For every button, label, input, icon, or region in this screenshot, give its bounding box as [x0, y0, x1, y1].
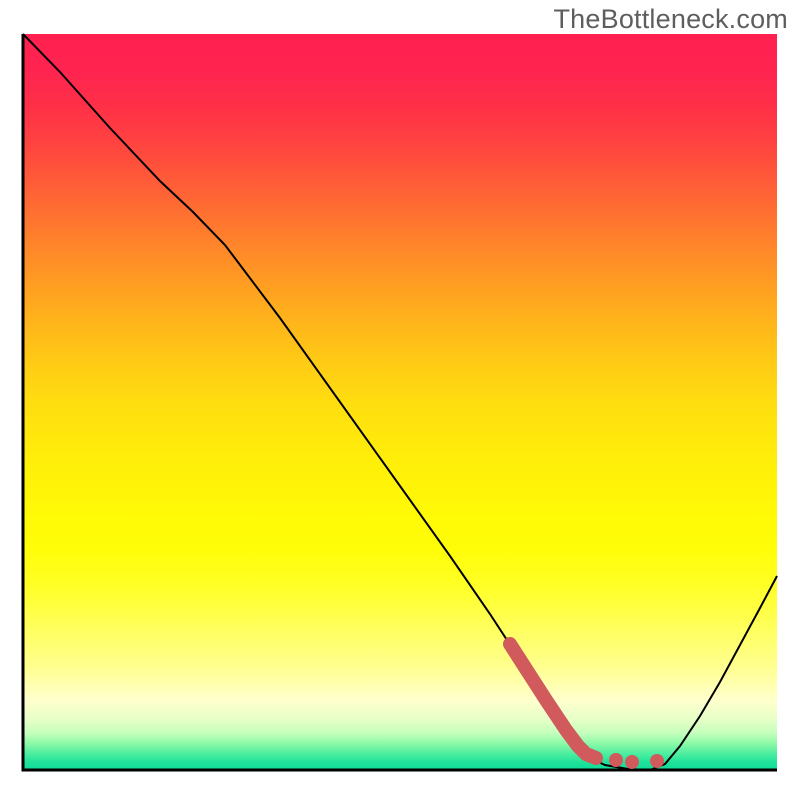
chart-svg — [0, 0, 800, 800]
watermark-label: TheBottleneck.com — [553, 4, 788, 35]
highlight-dot — [650, 754, 664, 768]
highlight-dot — [625, 755, 639, 769]
highlight-dot — [609, 753, 623, 767]
plot-background — [23, 34, 777, 770]
chart-container: TheBottleneck.com — [0, 0, 800, 800]
